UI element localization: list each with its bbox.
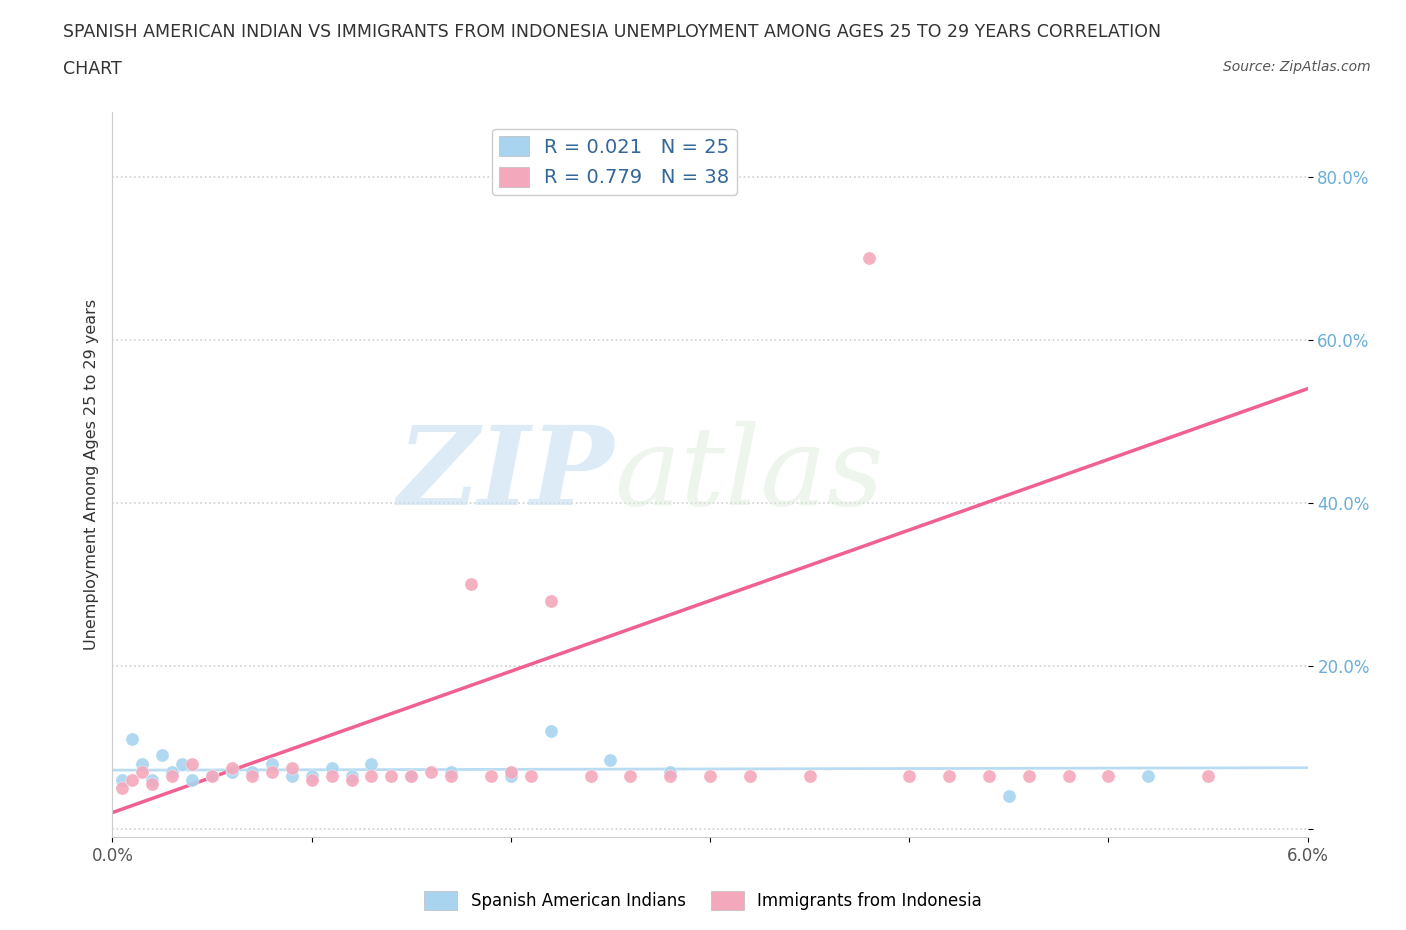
Point <box>1097 768 1119 783</box>
Y-axis label: Unemployment Among Ages 25 to 29 years: Unemployment Among Ages 25 to 29 years <box>83 299 98 650</box>
Point <box>121 773 143 788</box>
Point <box>520 768 543 783</box>
Point <box>150 748 173 763</box>
Point <box>540 724 562 738</box>
Point <box>260 756 283 771</box>
Point <box>181 773 204 788</box>
Point <box>440 764 463 779</box>
Point <box>401 768 423 783</box>
Point <box>240 764 263 779</box>
Point <box>201 768 224 783</box>
Point <box>141 773 163 788</box>
Point <box>380 768 402 783</box>
Point <box>420 764 443 779</box>
Point <box>321 761 343 776</box>
Point <box>1137 768 1160 783</box>
Point <box>440 768 463 783</box>
Point <box>201 768 224 783</box>
Point <box>172 756 194 771</box>
Point <box>540 593 562 608</box>
Text: ZIP: ZIP <box>398 420 614 528</box>
Point <box>111 773 134 788</box>
Point <box>938 768 960 783</box>
Point <box>301 768 323 783</box>
Point <box>321 768 343 783</box>
Point <box>699 768 721 783</box>
Point <box>579 768 602 783</box>
Point <box>619 768 641 783</box>
Point <box>479 768 502 783</box>
Point <box>162 768 183 783</box>
Text: atlas: atlas <box>614 420 884 528</box>
Text: Source: ZipAtlas.com: Source: ZipAtlas.com <box>1223 60 1371 74</box>
Point <box>599 752 621 767</box>
Point <box>1057 768 1080 783</box>
Point <box>340 768 363 783</box>
Point <box>898 768 921 783</box>
Legend: R = 0.021   N = 25, R = 0.779   N = 38: R = 0.021 N = 25, R = 0.779 N = 38 <box>492 128 737 195</box>
Point <box>221 761 243 776</box>
Point <box>340 773 363 788</box>
Text: CHART: CHART <box>63 60 122 78</box>
Point <box>141 777 163 791</box>
Point <box>281 768 304 783</box>
Legend: Spanish American Indians, Immigrants from Indonesia: Spanish American Indians, Immigrants fro… <box>418 884 988 917</box>
Point <box>401 768 423 783</box>
Point <box>499 764 522 779</box>
Point <box>240 768 263 783</box>
Point <box>858 251 880 266</box>
Point <box>1018 768 1040 783</box>
Point <box>360 756 382 771</box>
Point <box>162 764 183 779</box>
Point <box>499 768 522 783</box>
Point <box>998 789 1021 804</box>
Point <box>260 764 283 779</box>
Point <box>111 780 134 795</box>
Point <box>221 764 243 779</box>
Point <box>1197 768 1219 783</box>
Text: SPANISH AMERICAN INDIAN VS IMMIGRANTS FROM INDONESIA UNEMPLOYMENT AMONG AGES 25 : SPANISH AMERICAN INDIAN VS IMMIGRANTS FR… <box>63 23 1161 41</box>
Point <box>360 768 382 783</box>
Point <box>281 761 304 776</box>
Point <box>977 768 1000 783</box>
Point <box>301 773 323 788</box>
Point <box>460 577 482 591</box>
Point <box>121 732 143 747</box>
Point <box>799 768 821 783</box>
Point <box>131 756 153 771</box>
Point <box>659 768 682 783</box>
Point <box>738 768 761 783</box>
Point <box>181 756 204 771</box>
Point <box>131 764 153 779</box>
Point <box>659 764 682 779</box>
